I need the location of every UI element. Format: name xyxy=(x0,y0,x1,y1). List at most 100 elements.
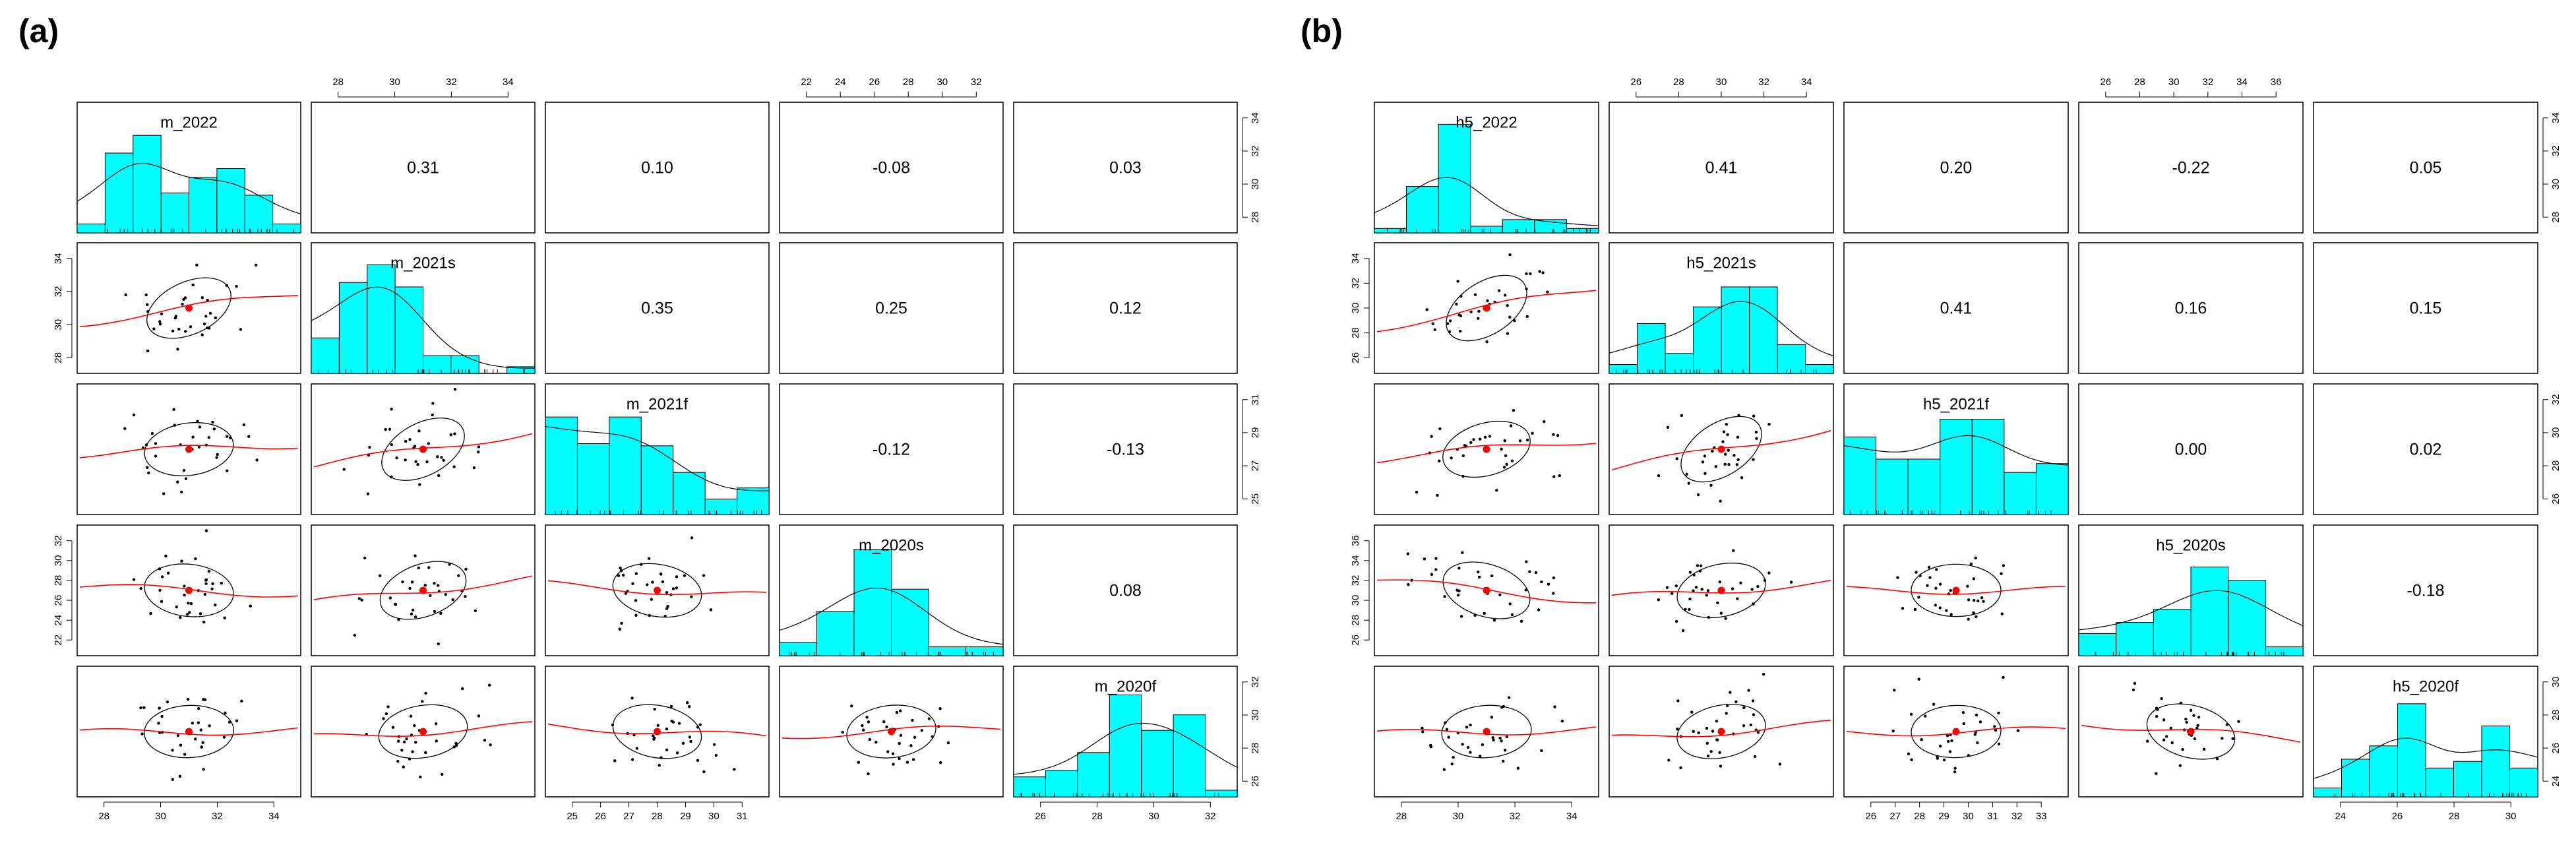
scatter-point xyxy=(472,466,476,470)
scatter-point xyxy=(1715,720,1719,723)
scatter-point xyxy=(197,721,200,724)
matrix-cell-frame xyxy=(1374,242,1599,374)
scatter-point xyxy=(146,309,150,313)
scatter-point xyxy=(1917,677,1920,681)
scatter-point xyxy=(1507,696,1511,699)
axis-tick-label: 32 xyxy=(53,535,64,546)
scatter-point xyxy=(142,706,146,709)
data-ellipse-group xyxy=(1911,563,2002,617)
scatter-point xyxy=(2181,747,2184,751)
scatter-point xyxy=(1546,290,1549,294)
scatter-point xyxy=(160,714,164,718)
scatter-point xyxy=(1447,735,1450,739)
scatter-point xyxy=(2192,714,2195,717)
scatter-point xyxy=(414,741,417,744)
scatter-point xyxy=(1461,474,1465,478)
scatter-point xyxy=(1703,454,1707,458)
scatter-point xyxy=(677,722,681,725)
data-ellipse-group xyxy=(381,418,465,481)
histogram-bar xyxy=(1609,364,1638,374)
scatter-point xyxy=(2000,572,2003,575)
scatter-point xyxy=(1953,767,1957,770)
scatter-point xyxy=(1928,576,1932,579)
scatter-point xyxy=(656,724,660,727)
scatter-point xyxy=(1756,584,1760,588)
matrix-cell-frame xyxy=(77,383,301,515)
scatter-point xyxy=(733,768,736,771)
scatter-point xyxy=(841,730,844,734)
scatter-point xyxy=(1485,340,1488,344)
scatter-point xyxy=(1715,738,1719,741)
scatter-point xyxy=(160,600,164,603)
scatter-point xyxy=(1657,598,1661,602)
matrix-cell-frame xyxy=(779,383,1004,515)
axis-tick-label: 28 xyxy=(1091,811,1103,822)
scatter-point xyxy=(1524,588,1527,592)
scatter-point xyxy=(1503,749,1507,752)
scatter-point xyxy=(402,740,406,743)
data-ellipse-group xyxy=(144,704,234,759)
scatter-point xyxy=(1967,754,1971,757)
scatter-point xyxy=(452,465,456,468)
scatter-point xyxy=(423,583,427,587)
panel-label-b: (b) xyxy=(1301,13,1343,49)
scatter-point xyxy=(1754,430,1758,434)
correlation-value: 0.03 xyxy=(1109,159,1142,177)
histogram-bar xyxy=(1045,770,1078,798)
scatter-point xyxy=(1547,582,1550,586)
scatter-point xyxy=(2237,720,2240,724)
scatter-point xyxy=(1510,613,1514,617)
data-ellipse xyxy=(381,418,465,481)
scatter-point xyxy=(1504,454,1508,457)
scatter-point xyxy=(653,707,656,711)
axis-tick-label: 29 xyxy=(1938,811,1949,822)
axis-tick-label: 30 xyxy=(1148,811,1159,822)
scatter-point xyxy=(353,633,357,637)
scatter-point xyxy=(1752,713,1756,716)
data-ellipse xyxy=(612,563,702,618)
scatter-point xyxy=(132,413,136,417)
scatter-point xyxy=(378,574,382,578)
scatter-point xyxy=(1901,607,1905,610)
histogram-bar xyxy=(338,282,368,374)
histogram-bar xyxy=(1876,458,1909,515)
scatter-point xyxy=(1473,293,1477,296)
scatter-point xyxy=(1934,604,1938,607)
matrix-cell-frame xyxy=(1374,666,1599,798)
scatter-point xyxy=(1500,739,1503,743)
scatter-point xyxy=(1667,759,1671,762)
scatter-point xyxy=(1926,584,1929,587)
axis-tick-label: 24 xyxy=(835,77,846,88)
scatter-point xyxy=(1742,724,1746,728)
scatter-point xyxy=(1436,493,1439,497)
histogram-bar xyxy=(1693,306,1722,374)
matrix-cell-frame xyxy=(77,524,301,656)
scatter-point xyxy=(653,736,656,739)
scatter-point xyxy=(1716,601,1719,605)
scatter-point xyxy=(416,462,419,466)
scatter-point xyxy=(408,586,412,590)
scatter-point xyxy=(1721,440,1725,443)
scatter-point xyxy=(666,605,669,608)
histogram-bar xyxy=(1665,353,1694,374)
scatter-point xyxy=(659,756,663,759)
axis-tick-label: 28 xyxy=(2134,77,2145,88)
loess-smoother xyxy=(1846,586,2066,595)
scatter-point xyxy=(1495,489,1498,492)
scatter-point xyxy=(1415,491,1419,494)
scatter-point xyxy=(2133,681,2137,685)
scatter-point xyxy=(613,759,617,763)
axis-tick-label: 26 xyxy=(2550,743,2561,754)
axis-tick-label: 28 xyxy=(98,811,109,822)
scatter-point xyxy=(2231,737,2234,740)
axis-tick-label: 32 xyxy=(2550,394,2561,405)
histogram-bar xyxy=(394,286,423,374)
axis-tick-label: 26 xyxy=(595,811,606,822)
correlation-value: 0.16 xyxy=(2175,299,2207,318)
axis-tick-label: 25 xyxy=(1250,493,1261,505)
scatter-point xyxy=(1469,723,1472,727)
histogram-bar xyxy=(1109,694,1142,798)
scatter-point xyxy=(675,575,679,579)
scatter-point xyxy=(1543,420,1546,423)
